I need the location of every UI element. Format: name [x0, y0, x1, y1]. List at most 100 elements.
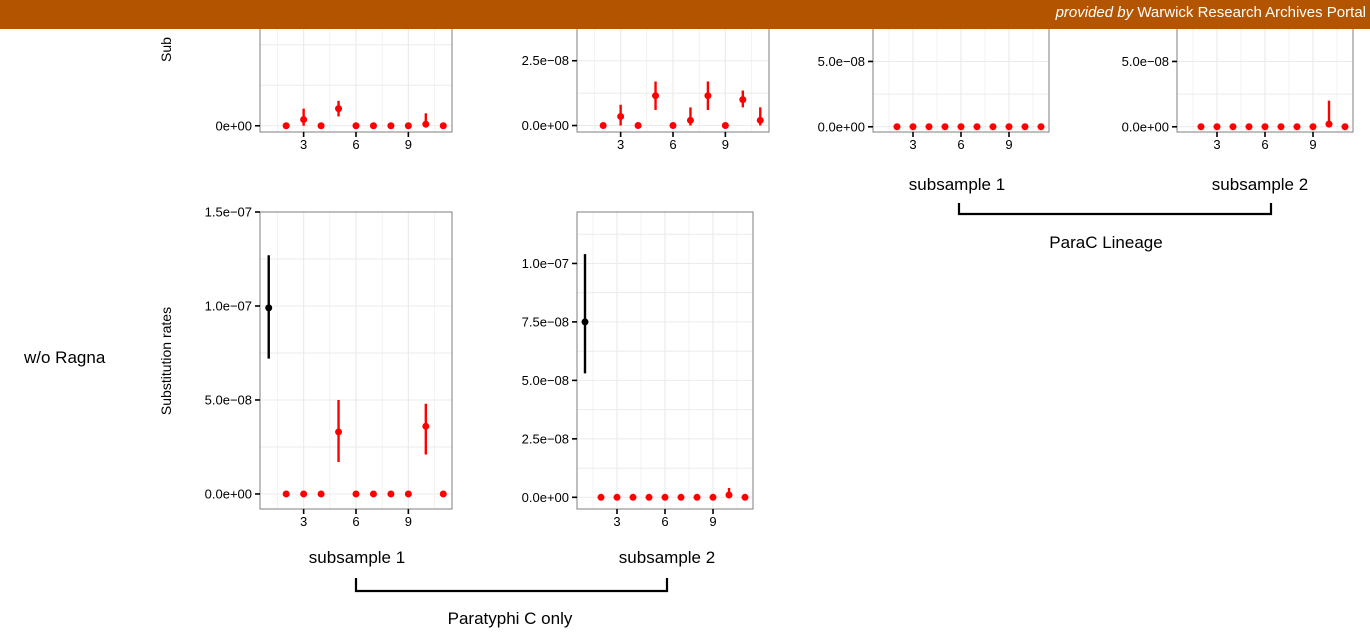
data-point — [709, 493, 717, 501]
data-point — [1245, 123, 1253, 131]
y-axis-title-bottom: Substitution rates — [158, 307, 174, 415]
data-point — [439, 122, 447, 130]
data-point — [1213, 123, 1221, 131]
y-tick-label: 5.0e−08 — [1122, 54, 1169, 69]
x-tick-label: 6 — [1261, 137, 1268, 152]
data-point — [704, 92, 712, 100]
data-point — [1341, 123, 1349, 131]
data-point — [581, 318, 589, 326]
data-point — [300, 116, 308, 124]
data-point — [597, 493, 605, 501]
subsample-label-top-1: subsample 1 — [909, 175, 1005, 194]
data-point — [369, 490, 377, 498]
x-tick-label: 9 — [722, 137, 729, 152]
data-point — [909, 123, 917, 131]
x-tick-label: 3 — [909, 137, 916, 152]
group-label-top: ParaC Lineage — [1049, 233, 1162, 252]
data-point — [739, 96, 747, 104]
banner-emphasis: provided by — [1055, 4, 1134, 21]
banner-text[interactable]: provided by Warwick Research Archives Po… — [1056, 4, 1366, 21]
x-tick-label: 3 — [300, 137, 307, 152]
x-tick-label: 9 — [405, 137, 412, 152]
y-tick-label: 5.0e−08 — [522, 373, 569, 388]
x-tick-label: 3 — [613, 514, 620, 529]
subsample-label-top-2: subsample 2 — [1212, 175, 1308, 194]
data-point — [652, 92, 660, 100]
chart-panels: 0e+00 3 6 9 0.0e+00 2.5e−08 3 6 9 0.0e+00 5.0e−08 3… — [205, 0, 1354, 529]
panel-bottom-2: 0.0e+00 2.5e−08 5.0e−08 7.5e−08 1.0e−07 3 6 9 — [522, 211, 754, 529]
data-point — [265, 304, 273, 312]
data-point — [1229, 123, 1237, 131]
portal-banner: provided by Warwick Research Archives Po… — [0, 0, 1370, 29]
data-point — [721, 122, 729, 130]
y-tick-label: 5.0e−08 — [818, 54, 865, 69]
y-axis-title-top-partial: Sub — [158, 37, 174, 62]
y-tick-label: 1.5e−07 — [205, 205, 252, 220]
group-bracket-bottom — [354, 578, 669, 593]
data-point — [1261, 123, 1269, 131]
data-point — [1197, 123, 1205, 131]
data-point — [957, 123, 965, 131]
data-point — [1293, 123, 1301, 131]
data-point — [1021, 123, 1029, 131]
data-point — [686, 116, 694, 124]
y-tick-label: 0e+00 — [215, 118, 252, 133]
x-tick-label: 3 — [1213, 137, 1220, 152]
y-tick-label: 1.0e−07 — [205, 298, 252, 313]
banner-link-text: Warwick Research Archives Portal — [1137, 4, 1366, 21]
x-tick-label: 3 — [617, 137, 624, 152]
data-point — [617, 112, 625, 120]
data-point — [282, 122, 290, 130]
data-point — [973, 123, 981, 131]
subsample-label-bottom-2: subsample 2 — [619, 548, 715, 567]
panel-bottom-1: 0.0e+00 5.0e−08 1.0e−07 1.5e−07 3 6 9 — [205, 205, 453, 529]
x-tick-label: 6 — [352, 514, 359, 529]
data-point — [677, 493, 685, 501]
y-tick-label: 0.0e+00 — [818, 119, 865, 134]
x-tick-label: 9 — [405, 514, 412, 529]
y-tick-label: 0.0e+00 — [522, 118, 569, 133]
data-point — [300, 490, 308, 498]
data-point — [925, 123, 933, 131]
x-tick-label: 6 — [352, 137, 359, 152]
data-point — [893, 123, 901, 131]
data-point — [756, 116, 764, 124]
row-label-bottom: w/o Ragna — [23, 348, 106, 367]
y-tick-label: 1.0e−07 — [522, 256, 569, 271]
y-tick-label: 7.5e−08 — [522, 314, 569, 329]
data-point — [989, 123, 997, 131]
x-tick-label: 9 — [1005, 137, 1012, 152]
y-tick-label: 0.0e+00 — [205, 486, 252, 501]
data-point — [352, 490, 360, 498]
data-point — [335, 105, 343, 113]
data-point — [634, 122, 642, 130]
data-point — [335, 428, 343, 436]
x-tick-label: 6 — [661, 514, 668, 529]
data-point — [387, 122, 395, 130]
y-tick-label: 5.0e−08 — [205, 392, 252, 407]
data-point — [613, 493, 621, 501]
data-point — [282, 490, 290, 498]
data-point — [1277, 123, 1285, 131]
data-point — [404, 490, 412, 498]
x-tick-label: 9 — [1309, 137, 1316, 152]
x-tick-label: 6 — [669, 137, 676, 152]
data-point — [725, 491, 733, 499]
x-tick-label: 6 — [957, 137, 964, 152]
data-point — [317, 122, 325, 130]
data-point — [693, 493, 701, 501]
data-point — [422, 120, 430, 128]
x-tick-label: 3 — [300, 514, 307, 529]
group-label-bottom: Paratyphi C only — [448, 609, 573, 628]
data-point — [422, 422, 430, 430]
y-tick-label: 2.5e−08 — [522, 431, 569, 446]
y-tick-label: 0.0e+00 — [522, 490, 569, 505]
subsample-label-bottom-1: subsample 1 — [309, 548, 405, 567]
data-point — [352, 122, 360, 130]
y-tick-label: 0.0e+00 — [1122, 119, 1169, 134]
data-point — [741, 493, 749, 501]
data-point — [387, 490, 395, 498]
group-bracket-top — [957, 203, 1273, 216]
data-point — [629, 493, 637, 501]
